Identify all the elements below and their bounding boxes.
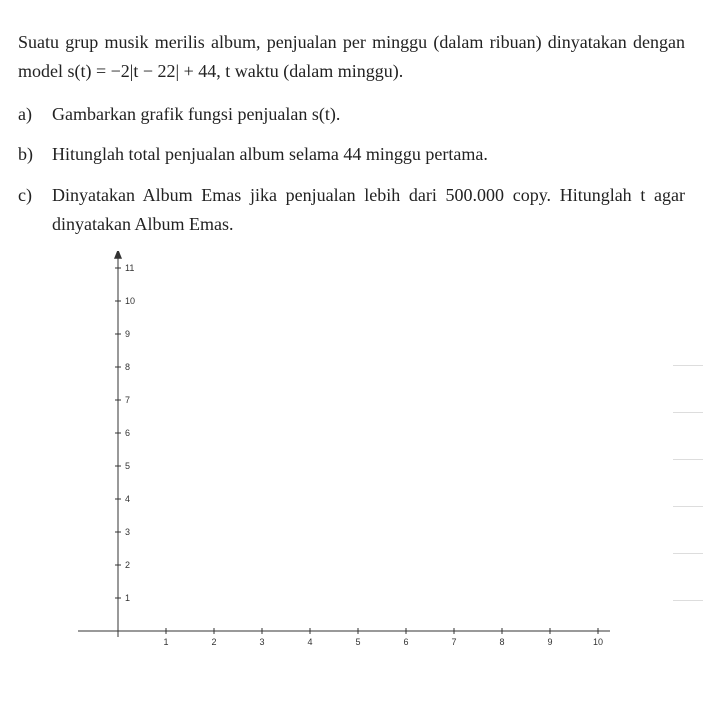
item-marker: a) — [18, 100, 52, 129]
side-mark — [673, 553, 703, 554]
svg-text:1: 1 — [163, 637, 168, 647]
svg-text:9: 9 — [125, 329, 130, 339]
svg-text:5: 5 — [125, 461, 130, 471]
intro-text: Suatu grup musik merilis album, penjuala… — [18, 32, 685, 81]
svg-text:2: 2 — [125, 560, 130, 570]
svg-text:1: 1 — [125, 593, 130, 603]
list-item: b) Hitunglah total penjualan album selam… — [18, 140, 685, 169]
svg-text:11: 11 — [125, 263, 134, 273]
item-text: Dinyatakan Album Emas jika penjualan leb… — [52, 181, 685, 239]
side-mark — [673, 412, 703, 413]
svg-text:6: 6 — [125, 428, 130, 438]
axes-chart: -1123456789101234567891011 — [78, 251, 638, 651]
list-item: c) Dinyatakan Album Emas jika penjualan … — [18, 181, 685, 239]
item-text: Hitunglah total penjualan album selama 4… — [52, 140, 685, 169]
problem-intro: Suatu grup musik merilis album, penjuala… — [18, 28, 685, 86]
svg-text:6: 6 — [403, 637, 408, 647]
side-mark — [673, 600, 703, 601]
list-item: a) Gambarkan grafik fungsi penjualan s(t… — [18, 100, 685, 129]
chart-area: -1123456789101234567891011 — [78, 251, 685, 656]
side-mark — [673, 506, 703, 507]
svg-text:7: 7 — [125, 395, 130, 405]
svg-text:3: 3 — [259, 637, 264, 647]
svg-text:7: 7 — [451, 637, 456, 647]
svg-text:8: 8 — [125, 362, 130, 372]
svg-text:2: 2 — [211, 637, 216, 647]
problem-list: a) Gambarkan grafik fungsi penjualan s(t… — [18, 100, 685, 239]
svg-text:8: 8 — [499, 637, 504, 647]
svg-text:4: 4 — [307, 637, 312, 647]
item-marker: c) — [18, 181, 52, 239]
svg-text:4: 4 — [125, 494, 130, 504]
svg-text:5: 5 — [355, 637, 360, 647]
svg-text:3: 3 — [125, 527, 130, 537]
svg-text:10: 10 — [593, 637, 603, 647]
svg-text:10: 10 — [125, 296, 135, 306]
item-text: Gambarkan grafik fungsi penjualan s(t). — [52, 100, 685, 129]
page: Suatu grup musik merilis album, penjuala… — [0, 0, 703, 656]
side-mark — [673, 459, 703, 460]
side-marks — [673, 365, 703, 647]
side-mark — [673, 365, 703, 366]
item-marker: b) — [18, 140, 52, 169]
svg-text:9: 9 — [547, 637, 552, 647]
